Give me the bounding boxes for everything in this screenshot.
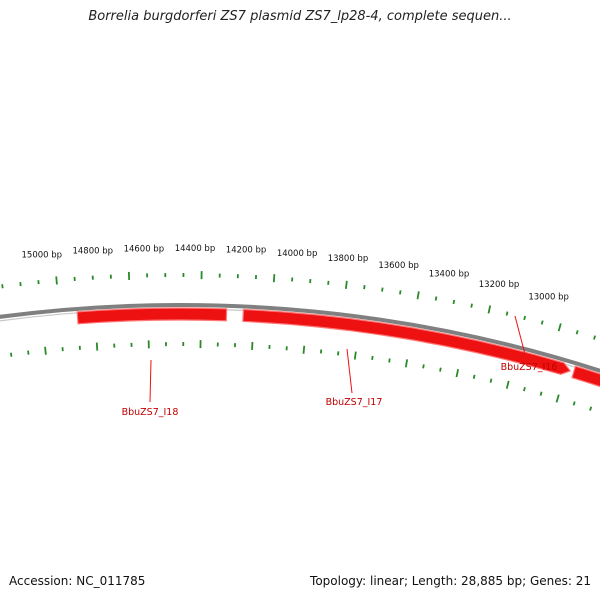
scale-tick bbox=[572, 401, 576, 406]
scale-label: 13400 bp bbox=[429, 270, 470, 280]
scale-tick bbox=[523, 386, 526, 392]
gene-label: BbuZS7_I17 bbox=[326, 397, 383, 408]
gene-track bbox=[76, 307, 600, 388]
scale-tick bbox=[505, 311, 509, 316]
scale-tick bbox=[489, 378, 493, 383]
scale-tick bbox=[44, 346, 47, 355]
scale-label: 13000 bp bbox=[528, 292, 569, 302]
scale-tick bbox=[539, 391, 543, 396]
scale-tick bbox=[353, 351, 357, 360]
outer-scale-ticks bbox=[1, 271, 596, 340]
backbone-line bbox=[0, 303, 600, 373]
scale-tick bbox=[455, 368, 460, 378]
scale-label: 13600 bp bbox=[378, 261, 419, 271]
scale-label: 14000 bp bbox=[277, 249, 318, 259]
scale-tick bbox=[575, 330, 579, 335]
scale-label: 14400 bp bbox=[175, 244, 216, 254]
gene-arrow bbox=[571, 365, 600, 388]
scale-tick bbox=[1, 284, 4, 289]
scale-label: 14600 bp bbox=[124, 244, 165, 254]
topology-summary: Topology: linear; Length: 28,885 bp; Gen… bbox=[310, 574, 591, 588]
scale-tick bbox=[487, 305, 492, 314]
gene-label: BbuZS7_I18 bbox=[122, 407, 179, 418]
scale-tick bbox=[470, 303, 473, 308]
scale-tick bbox=[404, 359, 409, 368]
gene-leader-line bbox=[149, 359, 152, 403]
inner-scale-ticks bbox=[10, 340, 593, 411]
scale-tick bbox=[422, 364, 425, 369]
scale-label: 15000 bp bbox=[22, 251, 63, 261]
scale-tick bbox=[505, 380, 510, 389]
scale-label: 13200 bp bbox=[479, 280, 520, 290]
scale-tick bbox=[434, 296, 438, 301]
scale-labels: 15000 bp 14800 bp 14600 bp 14400 bp 14200 bp… bbox=[22, 244, 569, 302]
map-title: Borrelia burgdorferi ZS7 plasmid ZS7_lp2… bbox=[88, 9, 512, 24]
gene-leader-line bbox=[514, 315, 527, 359]
scale-tick bbox=[540, 320, 544, 325]
scale-tick bbox=[472, 374, 476, 379]
gene-labels: BbuZS7_I18 BbuZS7_I17 BbuZS7_I16 bbox=[122, 315, 558, 418]
scale-tick bbox=[272, 274, 276, 283]
scale-label: 14800 bp bbox=[72, 247, 113, 257]
scale-tick bbox=[388, 358, 391, 363]
scale-tick bbox=[399, 290, 402, 295]
gene-arrow bbox=[76, 307, 228, 325]
scale-tick bbox=[452, 299, 456, 305]
scale-tick bbox=[344, 280, 348, 289]
scale-tick bbox=[371, 355, 374, 361]
accession-text: Accession: NC_011785 bbox=[9, 574, 146, 588]
scale-tick bbox=[593, 335, 596, 340]
scale-tick bbox=[10, 352, 13, 357]
scale-tick bbox=[302, 345, 306, 354]
scale-tick bbox=[439, 367, 442, 372]
scale-tick bbox=[363, 285, 366, 290]
gene-label: BbuZS7_I16 bbox=[501, 362, 558, 373]
scale-label: 13800 bp bbox=[328, 254, 369, 264]
scale-tick bbox=[416, 291, 420, 300]
scale-tick bbox=[557, 323, 562, 332]
scale-tick bbox=[589, 406, 593, 411]
scale-tick bbox=[55, 276, 58, 285]
gene-arrow bbox=[242, 308, 572, 375]
scale-tick bbox=[555, 394, 560, 403]
scale-tick bbox=[523, 315, 527, 321]
scale-tick bbox=[381, 287, 384, 292]
gene-leader-line bbox=[346, 348, 353, 394]
scale-label: 14200 bp bbox=[226, 246, 267, 256]
